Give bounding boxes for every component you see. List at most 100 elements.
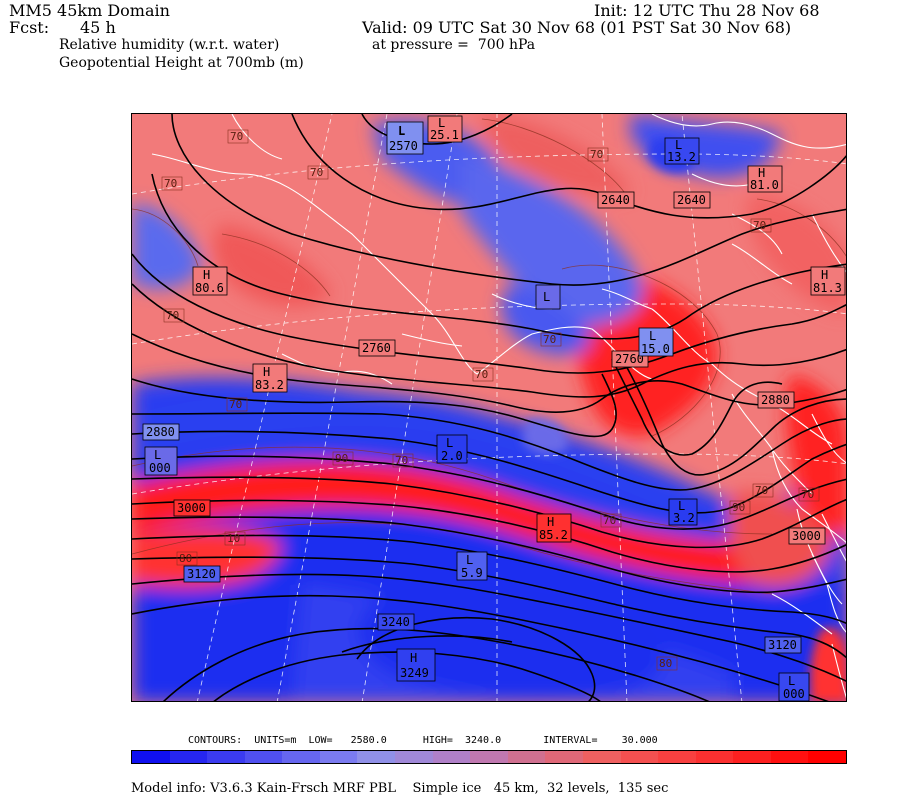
rh-label: 70 — [753, 219, 766, 232]
svg-text:H: H — [263, 365, 270, 379]
rh-label: 70 — [395, 454, 408, 467]
colorbar-cell — [432, 751, 471, 763]
colorbar-cell — [545, 751, 583, 763]
forecast-label: Fcst: — [9, 18, 50, 37]
low-marker: L2.0 — [436, 434, 468, 464]
high-marker: H81.0 — [747, 165, 783, 193]
height-label: 2880 — [146, 425, 175, 439]
colorbar-cell — [620, 751, 659, 763]
units-label: UNITS=m — [254, 735, 297, 746]
low-marker: L5.9 — [456, 551, 488, 581]
svg-text:L: L — [398, 124, 405, 138]
height-label: 3000 — [177, 501, 206, 515]
rh-label: 90 — [335, 452, 348, 465]
rh-label: 70 — [229, 398, 242, 411]
height-label: 3000 — [792, 529, 821, 543]
weather-map: 2640 2640 2760 2760 2880 2880 3000 3000 … — [131, 113, 847, 702]
svg-text:H: H — [821, 268, 828, 282]
model-info: Model info: V3.6.3 Kain-Frsch MRF PBL Si… — [131, 781, 669, 796]
map-canvas: 2640 2640 2760 2760 2880 2880 3000 3000 … — [132, 114, 846, 701]
svg-text:000: 000 — [149, 461, 171, 475]
colorbar-cell — [695, 751, 734, 763]
moist-band — [132, 460, 772, 584]
svg-text:L: L — [466, 553, 473, 567]
low-marker: L3.2 — [668, 498, 698, 526]
svg-text:80.6: 80.6 — [195, 281, 224, 295]
high-marker: H80.6 — [192, 266, 228, 296]
svg-text:15.0: 15.0 — [641, 342, 670, 356]
height-label: 3120 — [187, 567, 216, 581]
colorbar-cell — [207, 751, 245, 763]
height-contours — [132, 114, 846, 701]
colorbar-cell — [132, 751, 170, 763]
interval-value: 30.000 — [621, 735, 658, 746]
low-marker: L13.2 — [664, 137, 700, 165]
svg-text:L: L — [649, 329, 656, 343]
high-marker: H85.2 — [536, 513, 572, 543]
colorbar-cell — [770, 751, 809, 763]
svg-text:000: 000 — [783, 687, 805, 701]
colorbar-cell — [244, 751, 283, 763]
svg-text:81.3: 81.3 — [813, 281, 842, 295]
forecast-hour: 45 h — [80, 18, 116, 37]
svg-text:L: L — [788, 674, 795, 688]
low-marker: L15.0 — [638, 327, 674, 357]
svg-text:L: L — [438, 116, 445, 130]
low-marker: L25.1 — [427, 115, 463, 143]
rh-label: 70 — [801, 488, 814, 501]
rh-label: 70 — [164, 177, 177, 190]
dry-band-north — [132, 389, 702, 519]
svg-text:25.1: 25.1 — [430, 128, 459, 142]
height-label: 2640 — [677, 193, 706, 207]
colorbar-cell — [169, 751, 208, 763]
domain-title: MM5 45km Domain — [9, 1, 170, 20]
height-label: 2760 — [615, 352, 644, 366]
rh-label: 70 — [166, 309, 179, 322]
colorbar-cell — [733, 751, 771, 763]
svg-text:5.9: 5.9 — [461, 566, 483, 580]
svg-text:3.2: 3.2 — [673, 511, 695, 525]
high-value: 3240.0 — [465, 735, 502, 746]
colorbar-cell — [507, 751, 546, 763]
svg-text:2.0: 2.0 — [441, 449, 463, 463]
low-marker: L — [535, 284, 561, 310]
colorbar-cell — [470, 751, 508, 763]
svg-text:L: L — [154, 448, 161, 462]
interval-label: INTERVAL= — [543, 735, 598, 746]
colorbar-cell — [808, 751, 846, 763]
height-label: 3120 — [768, 638, 797, 652]
svg-text:H: H — [547, 515, 554, 529]
height-labels: 2640 2640 2760 2760 2880 2880 3000 3000 … — [142, 191, 826, 654]
field2-title: Geopotential Height at 700mb (m) — [59, 55, 304, 71]
graticule — [132, 114, 846, 701]
low-value: 2580.0 — [350, 735, 387, 746]
svg-text:3249: 3249 — [400, 666, 429, 680]
svg-text:83.2: 83.2 — [255, 378, 284, 392]
height-label: 2880 — [761, 393, 790, 407]
colorbar-cell — [658, 751, 696, 763]
rh-label: 70 — [543, 333, 556, 346]
rh-label: 70 — [755, 484, 768, 497]
rh-label: 90 — [732, 501, 745, 514]
rh-labels: 70 70 70 70 70 70 70 70 70 70 70 70 70 9… — [161, 129, 820, 671]
svg-text:85.2: 85.2 — [539, 528, 568, 542]
rh-label: 70 — [475, 368, 488, 381]
rh-label: 80 — [659, 657, 672, 670]
height-label: 2760 — [362, 341, 391, 355]
contours-label: CONTOURS: — [188, 735, 243, 746]
rh-label: 80 — [179, 552, 192, 565]
colorbar-cell — [282, 751, 320, 763]
colorbar-cell — [319, 751, 358, 763]
high-marker: H81.3 — [810, 266, 846, 296]
svg-text:H: H — [203, 268, 210, 282]
svg-text:H: H — [410, 651, 417, 665]
height-label: 3240 — [381, 615, 410, 629]
svg-text:13.2: 13.2 — [667, 150, 696, 164]
svg-text:81.0: 81.0 — [750, 178, 779, 192]
svg-text:L: L — [446, 436, 453, 450]
